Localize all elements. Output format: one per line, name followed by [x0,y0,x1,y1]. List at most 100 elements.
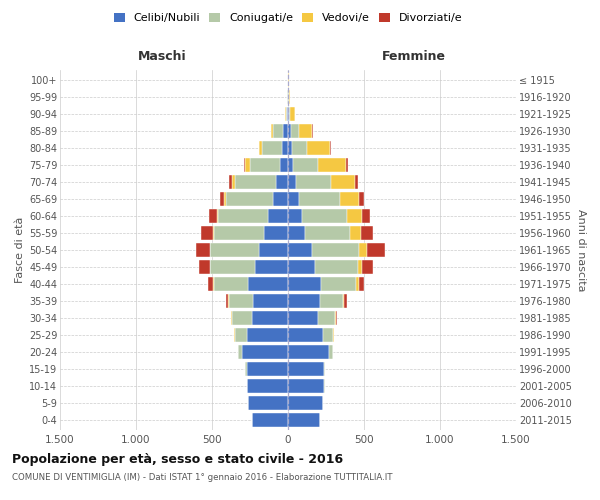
Bar [288,141,292,155]
Bar [305,226,350,240]
Bar [285,107,286,121]
Bar [220,192,224,206]
Text: Maschi: Maschi [137,50,187,62]
Bar [234,328,235,342]
Bar [320,294,343,308]
Bar [226,192,273,206]
Text: Popolazione per età, sesso e stato civile - 2016: Popolazione per età, sesso e stato civil… [12,452,343,466]
Bar [214,277,248,291]
Bar [247,362,288,376]
Y-axis label: Fasce di età: Fasce di età [14,217,25,283]
Text: COMUNE DI VENTIMIGLIA (IM) - Dati ISTAT 1° gennaio 2016 - Elaborazione TUTTITALI: COMUNE DI VENTIMIGLIA (IM) - Dati ISTAT … [12,472,392,482]
Bar [329,345,333,359]
Bar [288,294,320,308]
Bar [361,226,373,240]
Legend: Celibi/Nubili, Coniugati/e, Vedovi/e, Divorziati/e: Celibi/Nubili, Coniugati/e, Vedovi/e, Di… [112,10,464,26]
Bar [362,260,373,274]
Bar [292,141,307,155]
Bar [299,124,313,138]
Bar [288,362,325,376]
Bar [288,243,313,257]
Bar [245,158,250,172]
Bar [288,379,325,393]
Bar [263,226,288,240]
Bar [213,277,214,291]
Bar [273,124,283,138]
Bar [288,175,296,189]
Bar [253,294,288,308]
Bar [276,175,288,189]
Bar [356,277,359,291]
Text: Femmine: Femmine [382,50,446,62]
Bar [359,243,367,257]
Bar [335,311,336,325]
Bar [251,311,288,325]
Bar [322,277,356,291]
Bar [307,141,330,155]
Bar [286,107,287,121]
Bar [291,124,299,138]
Bar [211,260,254,274]
Bar [330,141,331,155]
Bar [319,158,346,172]
Bar [359,192,364,206]
Bar [283,124,288,138]
Bar [367,243,385,257]
Bar [213,226,214,240]
Bar [268,209,288,223]
Bar [228,294,229,308]
Bar [214,226,263,240]
Bar [244,158,245,172]
Bar [235,328,247,342]
Bar [343,294,344,308]
Bar [248,277,288,291]
Bar [235,175,276,189]
Bar [296,175,331,189]
Bar [289,90,290,104]
Bar [299,192,340,206]
Bar [346,158,348,172]
Bar [251,413,288,427]
Bar [224,192,226,206]
Bar [232,175,235,189]
Bar [316,260,358,274]
Bar [287,107,288,121]
Bar [282,141,288,155]
Y-axis label: Anni di nascita: Anni di nascita [575,209,586,291]
Bar [262,141,282,155]
Bar [211,243,259,257]
Bar [210,243,211,257]
Bar [288,396,323,410]
Bar [247,379,288,393]
Bar [355,175,358,189]
Bar [259,243,288,257]
Bar [288,260,316,274]
Bar [333,328,334,342]
Bar [273,192,288,206]
Bar [313,243,359,257]
Bar [288,158,293,172]
Bar [218,209,268,223]
Bar [336,311,337,325]
Bar [358,260,362,274]
Bar [254,260,288,274]
Bar [302,209,347,223]
Bar [362,209,370,223]
Bar [209,209,217,223]
Bar [288,277,322,291]
Bar [248,396,288,410]
Bar [288,413,320,427]
Bar [230,311,232,325]
Bar [288,328,323,342]
Bar [289,107,290,121]
Bar [280,158,288,172]
Bar [323,328,333,342]
Bar [196,243,210,257]
Bar [238,345,242,359]
Bar [288,107,289,121]
Bar [199,260,210,274]
Bar [217,209,218,223]
Bar [242,345,288,359]
Bar [271,124,273,138]
Bar [245,362,247,376]
